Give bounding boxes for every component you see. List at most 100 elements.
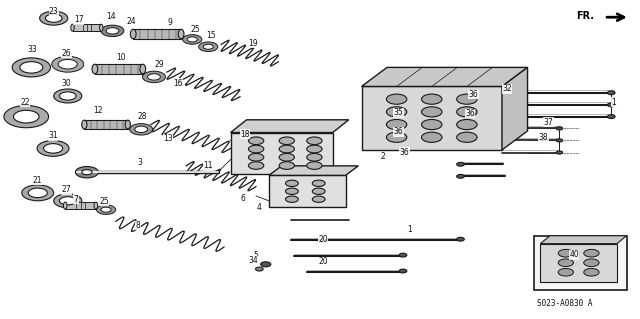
Circle shape (279, 145, 294, 153)
Text: 25: 25 (191, 25, 200, 34)
Circle shape (248, 137, 264, 145)
Circle shape (4, 106, 49, 128)
Text: 40: 40 (570, 250, 579, 259)
Text: S023-A0830 A: S023-A0830 A (537, 299, 593, 308)
Text: 35: 35 (394, 108, 403, 117)
Circle shape (148, 74, 161, 80)
Text: 8: 8 (136, 221, 140, 230)
Text: 2: 2 (380, 152, 385, 161)
Circle shape (22, 185, 54, 201)
Ellipse shape (125, 120, 131, 129)
Circle shape (312, 180, 325, 187)
Circle shape (260, 262, 271, 267)
Circle shape (187, 37, 197, 42)
Circle shape (399, 253, 407, 257)
Text: 36: 36 (465, 109, 475, 118)
Polygon shape (502, 67, 527, 150)
Circle shape (106, 28, 119, 34)
Text: 36: 36 (394, 127, 403, 136)
Ellipse shape (71, 24, 74, 31)
Circle shape (399, 269, 407, 273)
Ellipse shape (92, 64, 98, 74)
Circle shape (312, 188, 325, 195)
Ellipse shape (82, 120, 87, 129)
Circle shape (457, 132, 477, 142)
Text: 37: 37 (544, 117, 554, 127)
Circle shape (307, 145, 322, 153)
Text: 32: 32 (502, 84, 512, 93)
Text: 13: 13 (163, 134, 173, 143)
Text: 34: 34 (248, 256, 258, 265)
Circle shape (387, 120, 407, 130)
Text: 23: 23 (49, 7, 58, 16)
Text: 10: 10 (116, 53, 125, 62)
Circle shape (558, 259, 573, 267)
Circle shape (285, 188, 298, 195)
Circle shape (607, 115, 615, 119)
Text: 36: 36 (468, 90, 478, 99)
Circle shape (558, 249, 573, 257)
Text: 20: 20 (318, 257, 328, 266)
Text: 15: 15 (207, 31, 216, 40)
Circle shape (248, 153, 264, 161)
Text: 28: 28 (138, 112, 147, 121)
Text: FR.: FR. (577, 11, 595, 21)
Text: 19: 19 (248, 39, 258, 48)
Bar (133, 29, 181, 39)
Circle shape (422, 94, 442, 104)
Ellipse shape (140, 64, 146, 74)
Bar (84, 120, 128, 129)
Bar (65, 202, 96, 209)
Circle shape (60, 197, 76, 205)
Circle shape (457, 94, 477, 104)
Circle shape (135, 126, 148, 132)
Circle shape (312, 196, 325, 202)
Circle shape (45, 14, 62, 22)
Circle shape (28, 188, 47, 197)
Polygon shape (269, 166, 358, 175)
Bar (269, 175, 346, 207)
Circle shape (203, 44, 213, 49)
Circle shape (387, 132, 407, 142)
Text: 7: 7 (74, 195, 79, 204)
Bar (362, 86, 502, 150)
Text: 30: 30 (61, 79, 71, 88)
Text: 3: 3 (138, 158, 142, 167)
Ellipse shape (94, 202, 98, 209)
Circle shape (248, 162, 264, 169)
Circle shape (556, 151, 563, 154)
Circle shape (607, 91, 615, 95)
Text: 12: 12 (93, 106, 102, 115)
Circle shape (60, 92, 76, 100)
Bar (95, 64, 143, 74)
Text: 17: 17 (74, 15, 83, 24)
Circle shape (101, 25, 124, 37)
Circle shape (143, 71, 166, 83)
Circle shape (130, 123, 153, 135)
Text: 6: 6 (241, 194, 246, 203)
Circle shape (307, 137, 322, 145)
Circle shape (279, 162, 294, 169)
Circle shape (584, 249, 599, 257)
Circle shape (20, 62, 43, 73)
Polygon shape (362, 67, 527, 86)
Circle shape (82, 170, 92, 175)
Circle shape (387, 107, 407, 117)
Polygon shape (230, 120, 349, 132)
Text: 29: 29 (154, 60, 164, 69)
Circle shape (556, 139, 563, 142)
Text: 1: 1 (611, 98, 616, 107)
Bar (230, 132, 333, 174)
Circle shape (44, 144, 63, 153)
Ellipse shape (100, 24, 103, 31)
Text: 27: 27 (61, 185, 71, 194)
Circle shape (387, 94, 407, 104)
Text: 14: 14 (106, 12, 115, 21)
Bar (72, 24, 101, 31)
Circle shape (422, 132, 442, 142)
Bar (540, 244, 617, 282)
Text: 16: 16 (173, 79, 183, 88)
Ellipse shape (178, 29, 184, 39)
Circle shape (13, 110, 39, 123)
Circle shape (279, 153, 294, 161)
